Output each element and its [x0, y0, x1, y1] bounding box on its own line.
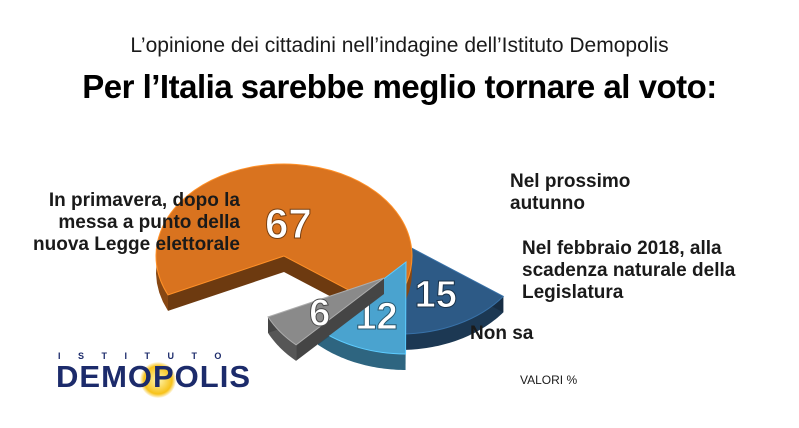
logo-subtitle: ISTITUTO: [58, 351, 239, 361]
pie-slice-autunno-value-label: 15: [415, 274, 457, 316]
logo-wordmark: DEMOPOLIS: [56, 359, 252, 394]
pie-slice-primavera-wall-0: [167, 256, 284, 311]
logo-sun-icon: [140, 362, 176, 398]
pie-slice-autunno: 15: [399, 241, 505, 350]
pie-slice-non-sa-value-label: 6: [309, 292, 330, 334]
legend-label-febbraio: Nel febbraio 2018, alla scadenza natural…: [522, 238, 736, 303]
values-unit-note: VALORI %: [520, 373, 578, 387]
legend-label-non-sa: Non sa: [470, 323, 534, 344]
pie-slice-primavera: 67: [155, 163, 413, 327]
pie-slice-primavera-value-label: 67: [265, 200, 312, 247]
pie-slice-primavera-top: [155, 163, 413, 311]
chart-title: Per l’Italia sarebbe meglio tornare al v…: [82, 68, 717, 105]
pie-slice-autunno-top: [399, 241, 505, 335]
pie-slice-non-sa: 6: [267, 277, 385, 361]
pie-slice-febbraio-side: [318, 328, 406, 370]
pie-slice-non-sa-top: [267, 277, 385, 346]
legend-label-autunno: Nel prossimo autunno: [510, 171, 631, 214]
pie-slice-autunno-side: [399, 296, 504, 350]
legend-label-primavera: In primavera, dopo la messa a punto dell…: [33, 190, 240, 255]
chart-subtitle: L’opinione dei cittadini nell’indagine d…: [130, 34, 669, 57]
